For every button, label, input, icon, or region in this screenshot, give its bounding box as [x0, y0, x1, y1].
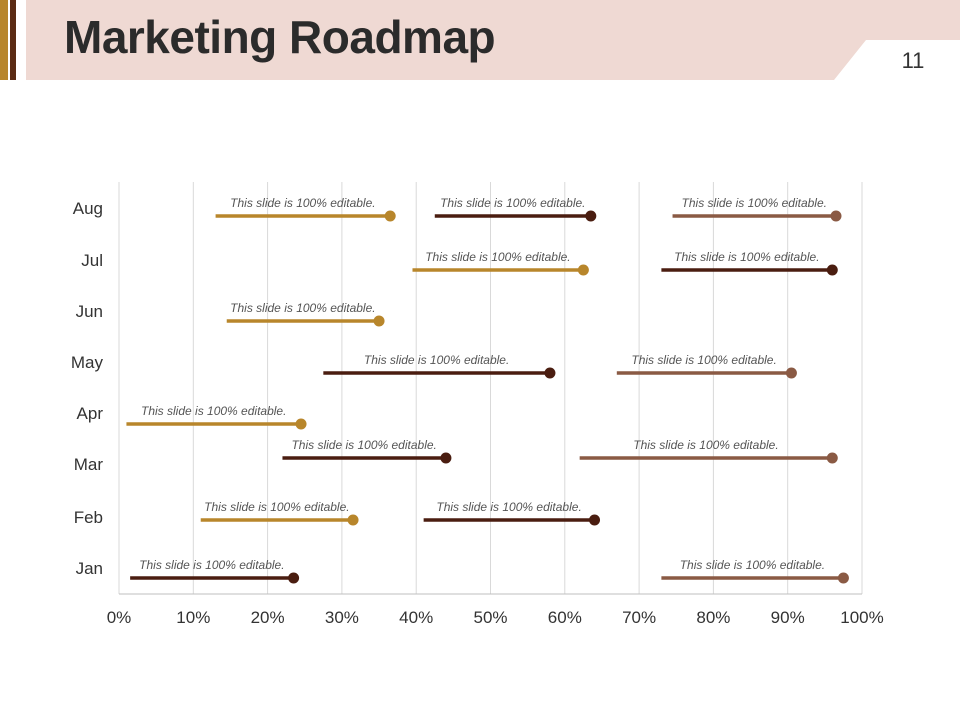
roadmap-bar-end-dot — [347, 514, 359, 526]
roadmap-bar-end-dot — [785, 367, 797, 379]
roadmap-bar-end-dot — [826, 264, 838, 276]
x-tick-label: 0% — [107, 608, 132, 627]
y-tick-label: Feb — [74, 508, 103, 527]
roadmap-bar-label: This slide is 100% editable. — [436, 500, 581, 514]
x-tick-label: 60% — [548, 608, 582, 627]
roadmap-bar-label: This slide is 100% editable. — [631, 353, 776, 367]
roadmap-bar-end-dot — [577, 264, 589, 276]
y-tick-label: Mar — [74, 455, 104, 474]
y-tick-label: Apr — [77, 404, 104, 423]
x-tick-label: 30% — [325, 608, 359, 627]
roadmap-bar-label: This slide is 100% editable. — [204, 500, 349, 514]
roadmap-bar-end-dot — [826, 452, 838, 464]
roadmap-bar-label: This slide is 100% editable. — [680, 558, 825, 572]
page-title: Marketing Roadmap — [64, 11, 496, 63]
roadmap-bar-end-dot — [837, 572, 849, 584]
roadmap-bar-label: This slide is 100% editable. — [291, 438, 436, 452]
roadmap-bar-label: This slide is 100% editable. — [633, 438, 778, 452]
header-accent-gold-stripe — [0, 0, 8, 80]
y-tick-label: Jan — [76, 559, 103, 578]
roadmap-bar-end-dot — [544, 367, 556, 379]
roadmap-bar-label: This slide is 100% editable. — [230, 301, 375, 315]
header-band — [0, 0, 960, 80]
x-tick-label: 90% — [771, 608, 805, 627]
roadmap-bar-label: This slide is 100% editable. — [682, 196, 827, 210]
roadmap-bar-label: This slide is 100% editable. — [425, 250, 570, 264]
page-number: 11 — [901, 48, 925, 73]
y-tick-label: Jun — [76, 302, 103, 321]
roadmap-bar-label: This slide is 100% editable. — [440, 196, 585, 210]
y-tick-label: Aug — [73, 199, 103, 218]
x-tick-label: 100% — [840, 608, 883, 627]
x-tick-label: 20% — [251, 608, 285, 627]
y-tick-label: Jul — [81, 251, 103, 270]
roadmap-bar-end-dot — [288, 572, 300, 584]
roadmap-bar-end-dot — [589, 514, 601, 526]
x-tick-label: 10% — [176, 608, 210, 627]
x-tick-label: 50% — [473, 608, 507, 627]
roadmap-bar-label: This slide is 100% editable. — [674, 250, 819, 264]
y-tick-label: May — [71, 353, 104, 372]
roadmap-bar-label: This slide is 100% editable. — [364, 353, 509, 367]
x-tick-label: 70% — [622, 608, 656, 627]
roadmap-bar-label: This slide is 100% editable. — [139, 558, 284, 572]
roadmap-bar-label: This slide is 100% editable. — [230, 196, 375, 210]
header-title-band — [26, 0, 960, 80]
roadmap-bar-end-dot — [373, 315, 385, 327]
roadmap-bar-end-dot — [830, 210, 842, 222]
roadmap-bar-end-dot — [585, 210, 597, 222]
roadmap-bar-end-dot — [440, 452, 452, 464]
roadmap-bar-end-dot — [295, 418, 307, 430]
header-accent-dark-stripe — [10, 0, 16, 80]
x-tick-label: 80% — [696, 608, 730, 627]
roadmap-bar-end-dot — [384, 210, 396, 222]
x-tick-label: 40% — [399, 608, 433, 627]
roadmap-bar-label: This slide is 100% editable. — [141, 404, 286, 418]
